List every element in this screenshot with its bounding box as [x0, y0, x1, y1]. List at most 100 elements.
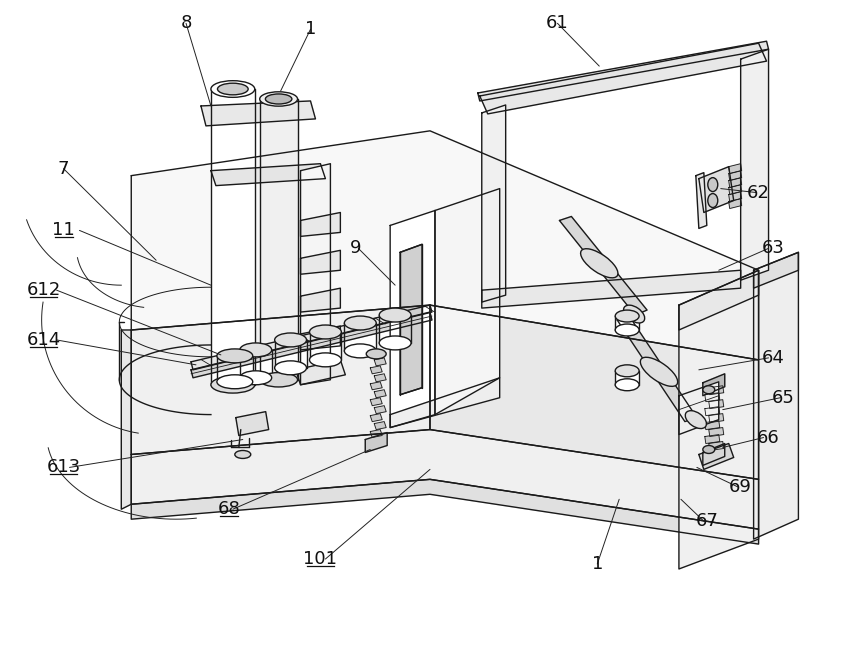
Ellipse shape	[235, 451, 251, 458]
Polygon shape	[131, 305, 429, 455]
Ellipse shape	[379, 336, 410, 350]
Ellipse shape	[265, 94, 292, 104]
Ellipse shape	[580, 249, 618, 278]
Ellipse shape	[275, 361, 306, 375]
Ellipse shape	[217, 349, 252, 363]
Polygon shape	[131, 430, 757, 529]
Ellipse shape	[218, 83, 248, 95]
Ellipse shape	[640, 357, 677, 386]
Ellipse shape	[259, 373, 297, 387]
Polygon shape	[708, 441, 722, 451]
Polygon shape	[370, 382, 382, 390]
Polygon shape	[481, 105, 505, 302]
Polygon shape	[390, 378, 499, 428]
Polygon shape	[728, 171, 740, 181]
Ellipse shape	[259, 92, 297, 106]
Polygon shape	[728, 164, 740, 174]
Polygon shape	[704, 393, 719, 402]
Ellipse shape	[217, 375, 252, 388]
Polygon shape	[698, 443, 733, 470]
Polygon shape	[400, 244, 421, 395]
Polygon shape	[704, 421, 719, 430]
Polygon shape	[708, 400, 722, 409]
Polygon shape	[300, 288, 340, 312]
Text: 101: 101	[303, 550, 337, 568]
Polygon shape	[374, 390, 386, 398]
Ellipse shape	[240, 343, 271, 357]
Polygon shape	[678, 271, 757, 330]
Polygon shape	[728, 178, 740, 187]
Polygon shape	[429, 305, 757, 479]
Ellipse shape	[702, 386, 714, 394]
Ellipse shape	[366, 349, 386, 359]
Polygon shape	[374, 358, 386, 366]
Polygon shape	[704, 434, 719, 443]
Polygon shape	[370, 366, 382, 374]
Text: 1: 1	[305, 20, 316, 38]
Text: 66: 66	[757, 428, 779, 447]
Polygon shape	[752, 252, 798, 539]
Polygon shape	[370, 414, 382, 422]
Ellipse shape	[211, 81, 254, 98]
Polygon shape	[191, 305, 432, 370]
Ellipse shape	[309, 325, 341, 339]
Polygon shape	[698, 166, 733, 212]
Polygon shape	[344, 323, 376, 351]
Ellipse shape	[614, 310, 638, 322]
Ellipse shape	[240, 371, 271, 384]
Polygon shape	[300, 250, 340, 274]
Polygon shape	[370, 398, 382, 405]
Ellipse shape	[211, 377, 254, 393]
Ellipse shape	[379, 308, 410, 322]
Polygon shape	[295, 360, 345, 384]
Polygon shape	[131, 131, 757, 360]
Polygon shape	[259, 99, 297, 380]
Polygon shape	[728, 185, 740, 195]
Text: 64: 64	[761, 349, 784, 367]
Polygon shape	[708, 414, 722, 422]
Polygon shape	[211, 89, 254, 384]
Polygon shape	[300, 326, 340, 350]
Polygon shape	[309, 332, 341, 360]
Polygon shape	[740, 49, 768, 280]
Polygon shape	[617, 316, 696, 422]
Polygon shape	[728, 198, 740, 208]
Polygon shape	[752, 252, 798, 288]
Polygon shape	[434, 189, 499, 415]
Polygon shape	[121, 330, 131, 509]
Polygon shape	[217, 356, 252, 382]
Polygon shape	[559, 216, 647, 315]
Polygon shape	[240, 350, 271, 378]
Ellipse shape	[275, 333, 306, 347]
Polygon shape	[131, 479, 757, 544]
Polygon shape	[708, 428, 722, 436]
Polygon shape	[614, 371, 638, 384]
Polygon shape	[191, 312, 432, 378]
Text: 67: 67	[694, 512, 717, 530]
Polygon shape	[481, 271, 740, 308]
Ellipse shape	[309, 353, 341, 367]
Polygon shape	[365, 432, 386, 453]
Polygon shape	[379, 315, 410, 343]
Text: 69: 69	[728, 478, 751, 496]
Text: 61: 61	[545, 14, 568, 32]
Text: 8: 8	[180, 14, 191, 32]
Ellipse shape	[707, 178, 717, 191]
Polygon shape	[728, 191, 740, 202]
Text: 7: 7	[58, 160, 69, 178]
Polygon shape	[702, 443, 724, 466]
Ellipse shape	[702, 445, 714, 453]
Text: 613: 613	[46, 458, 80, 476]
Polygon shape	[695, 173, 706, 229]
Text: 9: 9	[349, 239, 361, 257]
Text: 68: 68	[218, 500, 240, 518]
Polygon shape	[370, 430, 382, 438]
Polygon shape	[390, 210, 434, 428]
Polygon shape	[702, 374, 724, 396]
Polygon shape	[374, 422, 386, 430]
Ellipse shape	[623, 305, 644, 323]
Polygon shape	[614, 316, 638, 330]
Polygon shape	[300, 212, 340, 236]
Polygon shape	[374, 405, 386, 414]
Polygon shape	[678, 382, 718, 434]
